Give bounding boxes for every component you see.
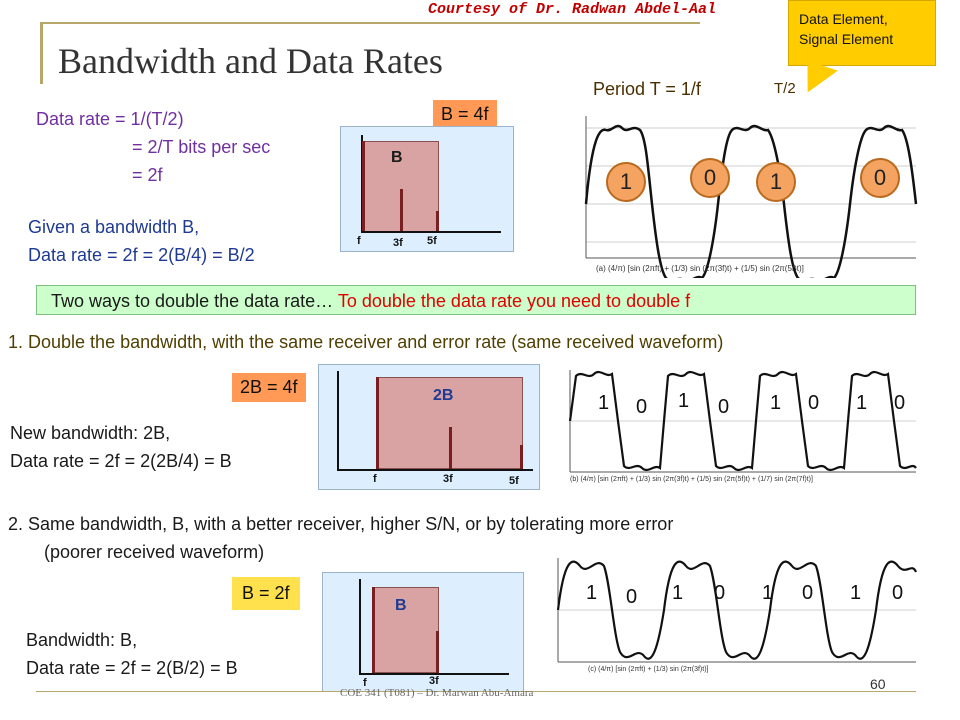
key-message-banner: Two ways to double the data rate… To dou… [36, 285, 916, 315]
tick-2-f: f [373, 473, 377, 485]
tick-3-3f: 3f [429, 675, 439, 687]
harmonic-spike-2-3f [449, 427, 452, 469]
banner-highlight: To double the data rate you need to doub… [337, 291, 691, 311]
bit-2-2: 0 [636, 396, 648, 418]
courtesy-credit: Courtesy of Dr. Radwan Abdel-Aal [428, 1, 717, 18]
tick-f: f [357, 235, 361, 247]
callout-line-1: Data Element, [799, 11, 888, 27]
spectrum-band-3 [373, 587, 439, 673]
bit-element-1: 1 [606, 162, 646, 202]
method-2-heading-line-2: (poorer received waveform) [44, 542, 265, 562]
spectrum-y-axis-2 [337, 371, 339, 471]
harmonic-spike-3-3f [436, 631, 439, 673]
spectrum-x-axis-3 [359, 673, 509, 675]
tick-2-3f: 3f [443, 473, 453, 485]
harmonic-spike-5f [436, 211, 439, 231]
callout-tail [798, 60, 838, 100]
bit-2-7: 1 [856, 392, 868, 414]
rate-line-1: Data rate = 1/(T/2) [36, 109, 184, 129]
title-rule [40, 22, 700, 24]
waveform-chart-2 [568, 370, 917, 473]
bandwidth-box-1: B = 4f [433, 100, 497, 129]
harmonic-spike-2-f [376, 377, 379, 469]
bit-3-5: 1 [762, 582, 774, 604]
harmonic-spike-3f [400, 189, 403, 231]
harmonic-spike-2-5f [520, 445, 523, 469]
half-period-label: T/2 [774, 80, 796, 97]
bit-element-3: 1 [756, 162, 796, 202]
waveform-panel-3: 1 0 1 0 1 0 1 0 (c) (4/π) [sin (2πft) + … [548, 552, 920, 676]
bit-2-1: 1 [598, 392, 610, 414]
slide-title: Bandwidth and Data Rates [58, 41, 443, 81]
tick-2-5f: 5f [509, 475, 519, 487]
waveform-chart-1 [584, 116, 918, 283]
band-label-1: B [391, 149, 403, 166]
waveform-panel-2: 1 0 1 0 1 0 1 0 (b) (4/π) [sin (2πft) + … [560, 360, 920, 490]
bit-3-8: 0 [892, 582, 904, 604]
new-bw-line-2: Data rate = 2f = 2(2B/4) = B [10, 451, 232, 471]
bit-3-7: 1 [850, 582, 862, 604]
waveform-panel-1: 1 0 1 0 (a) (4/π) [sin (2πft) + (1/3) si… [548, 108, 920, 283]
bit-3-3: 1 [672, 582, 684, 604]
bit-element-2: 0 [690, 158, 730, 198]
bw-line-1: Bandwidth: B, [26, 630, 138, 650]
bw-line-2: Data rate = 2f = 2(B/2) = B [26, 658, 238, 678]
waveform-caption-3: (c) (4/π) [sin (2πft) + (1/3) sin (2π(3f… [588, 666, 709, 673]
spectrum-y-axis-3 [359, 579, 361, 675]
bit-3-6: 0 [802, 582, 814, 604]
spectrum-panel-3: B f 3f [322, 572, 524, 692]
waveform-chart-3 [556, 558, 918, 663]
spectrum-x-axis-2 [337, 469, 533, 471]
spectrum-panel-1: B f 3f 5f [340, 126, 514, 252]
harmonic-spike-3-f [372, 587, 375, 673]
tick-5f: 5f [427, 235, 437, 247]
bit-3-1: 1 [586, 582, 598, 604]
waveform-caption-1: (a) (4/π) [sin (2πft) + (1/3) sin (2π(3f… [596, 264, 804, 273]
given-line-2: Data rate = 2f = 2(B/4) = B/2 [28, 245, 255, 265]
bandwidth-box-2: 2B = 4f [232, 373, 306, 402]
band-label-3: B [395, 597, 407, 614]
bandwidth-box-3: B = 2f [232, 577, 300, 610]
page-number: 60 [870, 676, 886, 692]
bit-element-4: 0 [860, 158, 900, 198]
given-line-1: Given a bandwidth B, [28, 217, 200, 237]
rate-line-3: = 2f [132, 165, 163, 185]
harmonic-spike-f [362, 141, 365, 231]
bit-2-6: 0 [808, 392, 820, 414]
rate-line-2: = 2/T bits per sec [132, 137, 271, 157]
spectrum-x-axis-1 [361, 231, 501, 233]
method-2-heading-line-1: 2. Same bandwidth, B, with a better rece… [8, 514, 674, 534]
waveform-caption-2: (b) (4/π) [sin (2πft) + (1/3) sin (2π(3f… [570, 476, 813, 483]
method-1-heading: 1. Double the bandwidth, with the same r… [8, 332, 724, 352]
title-accent-bar [40, 22, 43, 84]
bit-2-3: 1 [678, 390, 690, 412]
tick-3f: 3f [393, 237, 403, 249]
callout-line-2: Signal Element [799, 31, 894, 47]
period-label: Period T = 1/f [593, 79, 701, 99]
bit-3-2: 0 [626, 586, 638, 608]
banner-text: Two ways to double the data rate… [51, 291, 338, 311]
bit-3-4: 0 [714, 582, 726, 604]
bit-2-8: 0 [894, 392, 906, 414]
spectrum-panel-2: 2B f 3f 5f [318, 364, 540, 490]
tick-3-f: f [363, 677, 367, 689]
new-bw-line-1: New bandwidth: 2B, [10, 423, 171, 443]
bit-2-5: 1 [770, 392, 782, 414]
footer-rule [36, 691, 916, 692]
band-label-2: 2B [433, 387, 454, 404]
callout-box: Data Element, Signal Element [788, 0, 936, 66]
bit-2-4: 0 [718, 396, 730, 418]
footer-text: COE 341 (T081) – Dr. Marwan Abu-Amara [340, 687, 534, 699]
